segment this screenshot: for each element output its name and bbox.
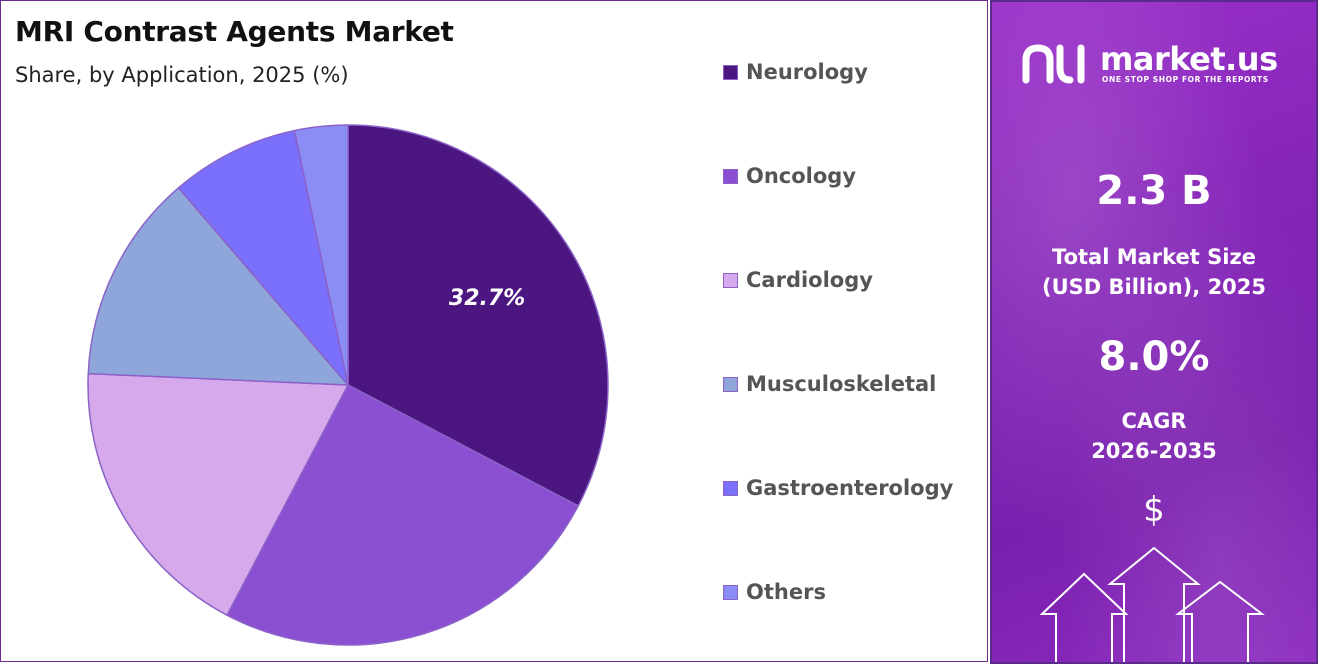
up-arrow-icon	[1175, 580, 1265, 662]
legend-label: Others	[746, 580, 826, 604]
brand-name: market.us	[1100, 40, 1278, 78]
cagr-value: 8.0%	[1098, 334, 1210, 380]
legend-item-cardiology: Cardiology	[723, 265, 983, 295]
pie-chart: 32.7%	[87, 124, 609, 646]
pie-slice-gastroenterology	[177, 129, 349, 386]
chart-panel: MRI Contrast Agents Market Share, by App…	[0, 0, 988, 662]
market-size-label-line1: Total Market Size	[1052, 245, 1256, 269]
summary-panel: market.us ONE STOP SHOP FOR THE REPORTS …	[990, 0, 1318, 664]
legend-item-neurology: Neurology	[723, 57, 983, 87]
pie-slice-musculoskeletal	[87, 186, 350, 386]
dollar-icon: $	[1143, 490, 1165, 530]
legend-label: Oncology	[746, 164, 857, 188]
pie-slice-others	[293, 124, 349, 386]
data-label-neurology: 32.7%	[449, 286, 525, 311]
cagr-label-line1: CAGR	[1121, 409, 1187, 433]
market-size-value: 2.3 B	[1096, 168, 1212, 214]
legend-label: Musculoskeletal	[746, 372, 937, 396]
up-arrow-icon	[1107, 546, 1201, 662]
market-size-label-line2: (USD Billion), 2025	[1041, 275, 1267, 299]
brand-logo: market.us ONE STOP SHOP FOR THE REPORTS	[1022, 40, 1302, 92]
legend-label: Neurology	[746, 60, 868, 84]
up-arrow-icon	[1039, 572, 1129, 662]
legend-swatch	[723, 584, 738, 600]
growth-arrows	[1039, 546, 1265, 662]
chart-title: MRI Contrast Agents Market	[15, 15, 454, 48]
pie-slice-neurology	[347, 124, 609, 507]
legend-label: Gastroenterology	[746, 476, 954, 500]
legend-swatch	[723, 64, 738, 80]
chart-subtitle: Share, by Application, 2025 (%)	[15, 63, 349, 87]
legend-item-others: Others	[723, 577, 983, 607]
legend-item-musculoskeletal: Musculoskeletal	[723, 369, 983, 399]
legend-label: Cardiology	[746, 268, 873, 292]
legend-swatch	[723, 168, 738, 184]
cagr-label-line2: 2026-2035	[1091, 439, 1217, 463]
legend-swatch	[723, 376, 738, 392]
market-us-logo-icon	[1022, 44, 1085, 84]
market-size-label: Total Market Size (USD Billion), 2025	[992, 242, 1316, 302]
legend-swatch	[723, 272, 738, 288]
cagr-label: CAGR 2026-2035	[992, 406, 1316, 466]
legend-item-gastroenterology: Gastroenterology	[723, 473, 983, 503]
pie-slice-cardiology	[87, 372, 350, 617]
brand-tagline: ONE STOP SHOP FOR THE REPORTS	[1102, 75, 1269, 84]
legend-swatch	[723, 480, 738, 496]
pie-slice-oncology	[226, 383, 580, 646]
legend-item-oncology: Oncology	[723, 161, 983, 191]
